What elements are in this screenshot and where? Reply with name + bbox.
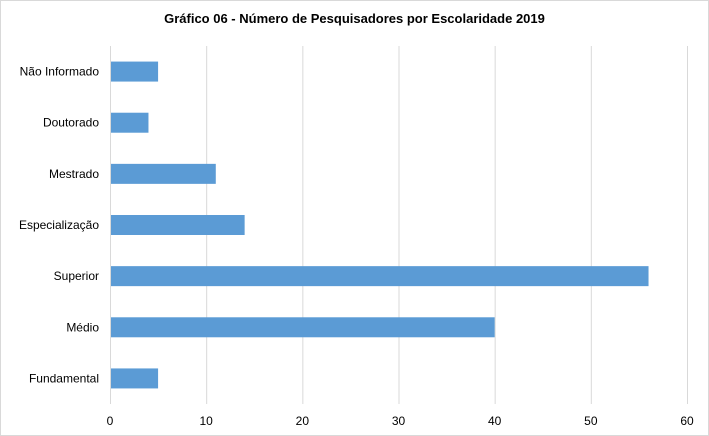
y-tick-label: Fundamental — [29, 371, 99, 385]
y-tick-label: Especialização — [19, 218, 99, 232]
y-tick-label: Doutorado — [43, 116, 99, 130]
chart-title: Gráfico 06 - Número de Pesquisadores por… — [164, 11, 545, 26]
x-tick-label: 30 — [392, 414, 406, 428]
x-tick-label: 0 — [107, 414, 114, 428]
x-tick-label: 50 — [584, 414, 598, 428]
y-tick-label: Médio — [66, 320, 99, 334]
bar — [111, 317, 495, 338]
bar — [111, 61, 159, 82]
x-tick-label: 40 — [488, 414, 502, 428]
bar — [111, 215, 245, 235]
y-tick-label: Não Informado — [20, 65, 100, 79]
bar — [111, 112, 149, 133]
y-tick-label: Mestrado — [49, 167, 99, 181]
x-tick-label: 60 — [680, 414, 694, 428]
x-tick-label: 20 — [296, 414, 310, 428]
x-tick-label: 10 — [199, 414, 213, 428]
bar — [111, 368, 159, 389]
bar — [111, 266, 649, 287]
bar — [111, 163, 216, 184]
y-tick-label: Superior — [54, 269, 99, 283]
